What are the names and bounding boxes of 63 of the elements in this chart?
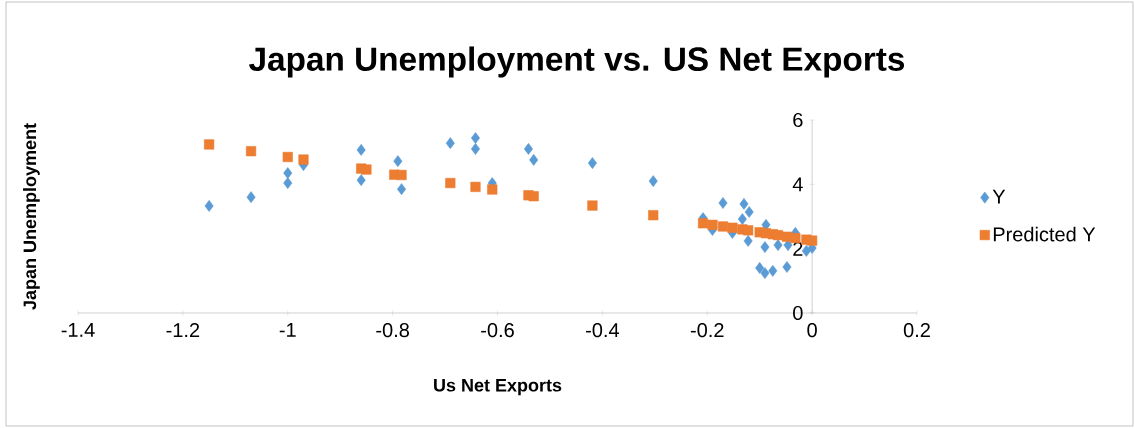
point <box>470 181 481 192</box>
legend-label: Y <box>992 189 1006 204</box>
point <box>718 197 728 209</box>
point <box>768 264 778 277</box>
point <box>396 169 407 181</box>
point <box>744 206 754 218</box>
point <box>283 167 293 179</box>
point <box>445 177 456 189</box>
x-tick-label: -1.4 <box>61 323 95 337</box>
point <box>807 235 818 246</box>
point <box>707 219 718 230</box>
point <box>282 151 293 163</box>
point <box>246 191 256 204</box>
point <box>648 175 658 187</box>
point <box>204 200 214 212</box>
point <box>772 230 784 241</box>
y-tick-label: 6 <box>793 112 803 128</box>
x-tick-label: -0.2 <box>690 323 724 338</box>
point <box>760 267 770 279</box>
point <box>397 183 407 196</box>
x-tick-label: -1.2 <box>166 323 200 337</box>
point <box>487 184 498 195</box>
point <box>283 177 293 189</box>
point <box>523 143 533 155</box>
point <box>445 137 455 150</box>
point <box>356 144 366 156</box>
point <box>697 218 709 229</box>
point <box>743 235 753 247</box>
point <box>773 239 783 251</box>
point <box>361 164 372 175</box>
x-axis-title: Us Net Exports <box>434 379 562 396</box>
x-tick-label: -1 <box>279 323 296 337</box>
y-tick-label: 0 <box>793 305 803 321</box>
point <box>743 225 754 236</box>
point <box>587 200 598 211</box>
point <box>760 241 770 253</box>
x-tick-label: 0 <box>807 323 817 338</box>
point <box>529 154 539 166</box>
point <box>471 143 480 155</box>
point <box>648 210 659 221</box>
point <box>245 146 257 157</box>
point <box>204 139 215 150</box>
point <box>298 154 309 165</box>
point <box>727 222 738 233</box>
y-tick-label: 4 <box>792 177 803 192</box>
point <box>528 191 539 202</box>
point <box>739 198 749 210</box>
legend-label: Predicted Y <box>993 226 1096 242</box>
x-tick-label: -0.6 <box>481 323 514 338</box>
chart-title: Japan Unemployment vs. US Net Exports <box>249 46 905 78</box>
x-tick-label: -0.8 <box>376 323 409 338</box>
point <box>782 261 792 273</box>
x-tick-label: -0.4 <box>586 323 620 338</box>
y-axis-title: Japan Unemployment <box>22 123 40 310</box>
point <box>717 221 729 232</box>
x-tick-label: 0.2 <box>903 323 930 338</box>
point <box>737 213 747 225</box>
point <box>471 132 480 144</box>
y-tick-label: 2 <box>793 241 803 256</box>
point <box>393 155 403 168</box>
point <box>587 157 597 169</box>
point <box>356 174 366 187</box>
point <box>755 262 765 274</box>
